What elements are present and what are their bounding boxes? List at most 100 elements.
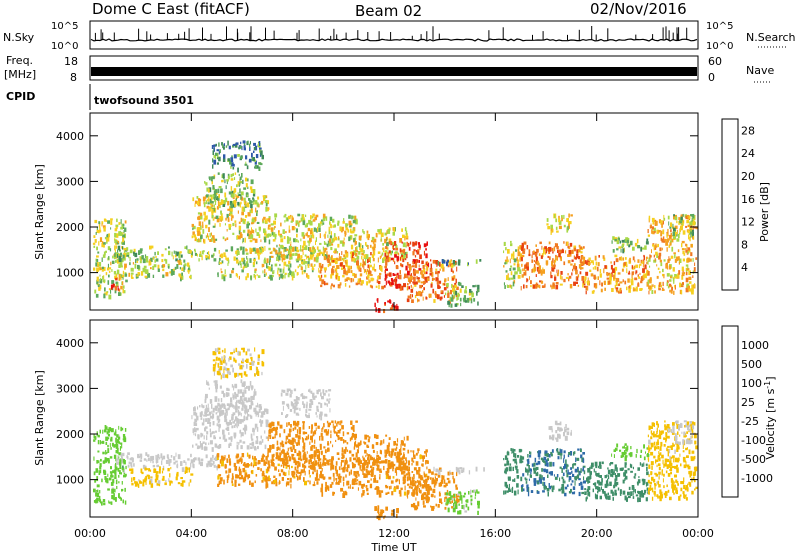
- heatmap-cell: [451, 262, 454, 267]
- heatmap-cell: [106, 267, 110, 271]
- heatmap-cell: [217, 188, 220, 194]
- heatmap-cell: [189, 275, 192, 279]
- heatmap-cell: [357, 457, 360, 461]
- heatmap-cell: [422, 274, 425, 278]
- heatmap-cell: [385, 258, 388, 262]
- heatmap-cell: [232, 222, 235, 227]
- heatmap-cell: [228, 224, 232, 227]
- heatmap-cell: [418, 471, 420, 476]
- heatmap-cell: [253, 150, 255, 153]
- heatmap-cell: [547, 226, 550, 230]
- heatmap-cell: [94, 435, 97, 440]
- heatmap-cell: [389, 464, 392, 469]
- heatmap-cell: [293, 238, 296, 243]
- heatmap-cell: [687, 285, 690, 290]
- heatmap-cell: [227, 388, 230, 391]
- heatmap-cell: [531, 254, 533, 259]
- heatmap-cell: [413, 273, 416, 276]
- heatmap-cell: [264, 246, 266, 251]
- heatmap-cell: [196, 415, 199, 421]
- heatmap-cell: [171, 270, 175, 275]
- heatmap-cell: [512, 255, 515, 260]
- heatmap-cell: [416, 484, 419, 489]
- heatmap-cell: [452, 285, 455, 288]
- heatmap-cell: [422, 296, 424, 301]
- heatmap-cell: [197, 212, 201, 215]
- heatmap-cell: [215, 405, 219, 409]
- heatmap-cell: [344, 233, 347, 237]
- heatmap-cell: [695, 257, 698, 260]
- heatmap-cell: [307, 235, 310, 238]
- heatmap-cell: [395, 479, 398, 483]
- heatmap-cell: [245, 215, 248, 218]
- heatmap-cell: [257, 254, 260, 260]
- heatmap-cell: [320, 432, 323, 437]
- heatmap-cell: [432, 477, 434, 481]
- heatmap-cell: [152, 265, 155, 270]
- heatmap-cell: [236, 273, 238, 278]
- heatmap-cell: [295, 412, 299, 416]
- heatmap-cell: [685, 225, 688, 228]
- heatmap-cell: [219, 412, 221, 417]
- heatmap-cell: [517, 251, 521, 257]
- heatmap-cell: [262, 453, 264, 456]
- heatmap-cell: [274, 236, 277, 240]
- heatmap-cell: [303, 451, 306, 456]
- heatmap-cell: [324, 413, 327, 417]
- heatmap-cell: [321, 451, 323, 456]
- heatmap-cell: [118, 481, 120, 484]
- heatmap-cell: [363, 265, 365, 270]
- heatmap-cell: [95, 468, 99, 473]
- heatmap-cell: [237, 350, 240, 356]
- heatmap-cell: [345, 490, 347, 494]
- heatmap-cell: [217, 424, 221, 427]
- heatmap-cell: [451, 471, 454, 475]
- heatmap-cell: [391, 491, 394, 496]
- heatmap-cell: [308, 454, 312, 458]
- heatmap-cell: [250, 433, 253, 439]
- heatmap-cell: [268, 449, 272, 453]
- heatmap-cell: [243, 397, 246, 401]
- heatmap-cell: [350, 265, 352, 270]
- heatmap-cell: [417, 280, 421, 283]
- heatmap-cell: [339, 428, 342, 431]
- heatmap-cell: [337, 236, 340, 240]
- heatmap-cell: [422, 265, 425, 269]
- heatmap-cell: [209, 459, 211, 463]
- heatmap-cell: [682, 258, 685, 262]
- heatmap-cell: [270, 227, 274, 232]
- heatmap-cell: [293, 405, 297, 411]
- heatmap-cell: [161, 457, 164, 461]
- heatmap-cell: [372, 246, 376, 251]
- heatmap-cell: [214, 238, 218, 241]
- heatmap-cell: [402, 464, 404, 467]
- heatmap-cell: [403, 283, 406, 288]
- heatmap-cell: [258, 404, 262, 407]
- heatmap-cell: [224, 464, 227, 468]
- heatmap-cell: [254, 160, 257, 165]
- heatmap-cell: [113, 495, 115, 500]
- heatmap-cell: [300, 266, 303, 270]
- heatmap-cell: [389, 486, 391, 490]
- heatmap-cell: [412, 241, 415, 247]
- heatmap-cell: [217, 196, 220, 201]
- heatmap-cell: [446, 261, 448, 267]
- heatmap-cell: [215, 388, 218, 393]
- heatmap-cell: [233, 358, 236, 362]
- heatmap-cell: [291, 217, 294, 222]
- heatmap-cell: [281, 253, 283, 258]
- heatmap-cell: [434, 291, 437, 294]
- heatmap-cell: [351, 230, 355, 234]
- heatmap-cell: [298, 440, 300, 444]
- nave-tick-top: 60: [708, 55, 722, 68]
- heatmap-cell: [99, 463, 102, 468]
- heatmap-cell: [325, 216, 328, 221]
- heatmap-cell: [540, 255, 543, 259]
- heatmap-cell: [630, 280, 634, 286]
- heatmap-cell: [198, 221, 202, 226]
- heatmap-cell: [242, 441, 246, 444]
- heatmap-cell: [526, 262, 529, 267]
- heatmap-cell: [693, 267, 696, 272]
- heatmap-cell: [211, 204, 214, 207]
